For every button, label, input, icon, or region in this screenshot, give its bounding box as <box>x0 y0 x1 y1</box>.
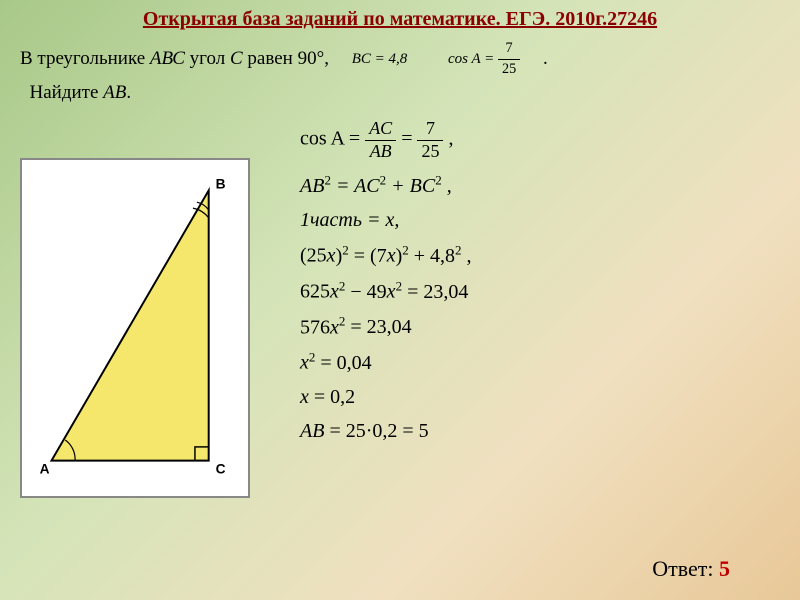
angle-name: С <box>230 48 243 69</box>
answer-label: Ответ: <box>652 556 719 581</box>
equation-3: 1часть = x, <box>300 208 780 232</box>
vertex-b-label: B <box>216 177 226 192</box>
angle-value: 90° <box>298 48 325 69</box>
page-title: Открытая база заданий по математике. ЕГЭ… <box>0 0 800 35</box>
frac-ac-ab: AC AB <box>365 118 396 162</box>
equation-6: 576x2 = 23,04 <box>300 314 780 340</box>
answer-value: 5 <box>719 556 730 581</box>
equation-8: x = 0,2 <box>300 385 780 409</box>
equation-5: 625x2 − 49x2 = 23,04 <box>300 278 780 304</box>
figure-box: A B C <box>20 158 250 498</box>
cos-fraction: 7 25 <box>498 39 520 80</box>
triangle-figure: A B C <box>20 158 270 498</box>
vertex-c-label: C <box>216 462 226 477</box>
frac-7-25: 7 25 <box>417 118 443 162</box>
equation-1: cos A = AC AB = 7 25 , <box>300 118 780 162</box>
problem-text: угол <box>185 48 230 69</box>
bc-formula: BC = 4,8 <box>352 49 408 70</box>
vertex-a-label: A <box>40 462 50 477</box>
equation-4: (25x)2 = (7x)2 + 4,82 , <box>300 242 780 268</box>
answer: Ответ: 5 <box>652 556 730 582</box>
problem-text: В треугольнике <box>20 48 150 69</box>
find-side: АВ <box>103 82 126 103</box>
equation-7: x2 = 0,04 <box>300 349 780 375</box>
triangle-shape <box>51 191 208 461</box>
problem-statement: В треугольнике АВС угол С равен 90°, BC … <box>0 35 800 110</box>
equation-2: AB2 = AC2 + BC2 , <box>300 173 780 199</box>
problem-text: Найдите <box>25 82 103 103</box>
equation-9: AB = 25·0,2 = 5 <box>300 419 780 443</box>
solution-steps: cos A = AC AB = 7 25 , AB2 = AC2 + BC2 ,… <box>300 118 780 498</box>
triangle-name: АВС <box>150 48 185 69</box>
cos-formula: cos A = 7 25 <box>448 39 520 80</box>
triangle-svg: A B C <box>22 160 248 496</box>
problem-text: равен <box>243 48 298 69</box>
